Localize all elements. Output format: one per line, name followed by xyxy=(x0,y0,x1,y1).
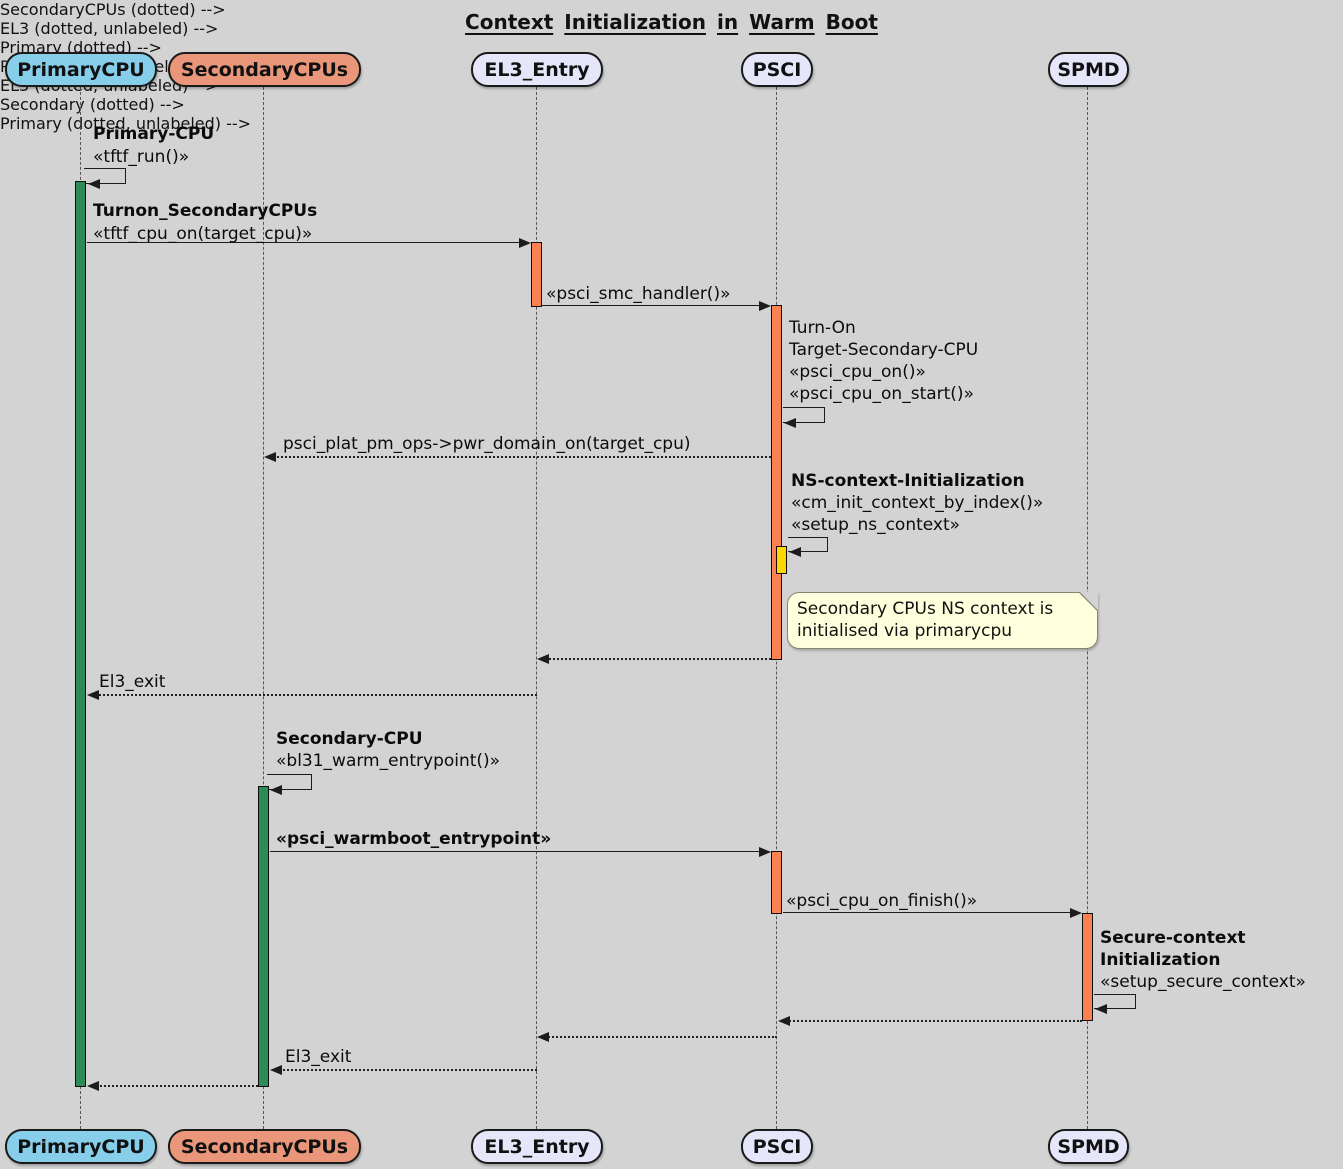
participant-psci-bottom: PSCI xyxy=(741,1129,813,1164)
message-call: El3_exit xyxy=(285,1047,352,1067)
note-fold-icon xyxy=(1079,592,1098,611)
activation-psci-1 xyxy=(771,305,782,660)
arrowhead-left-icon xyxy=(537,1032,549,1042)
arrowhead-left-icon xyxy=(1095,1004,1107,1014)
arrowhead-right-icon xyxy=(759,847,771,857)
activation-ns-context xyxy=(776,546,787,574)
message-line xyxy=(91,1085,258,1087)
arrowhead-left-icon xyxy=(264,452,276,462)
message-call: «psci_cpu_on_finish()» xyxy=(786,891,978,911)
participant-primarycpu-top: PrimaryCPU xyxy=(5,52,157,87)
arrowhead-right-icon xyxy=(519,238,531,248)
self-message-loop xyxy=(788,537,828,552)
participant-label: SPMD xyxy=(1057,1135,1120,1158)
participant-psci-top: PSCI xyxy=(741,52,813,87)
message-line1: Turn-On xyxy=(789,318,856,338)
message-line xyxy=(274,1069,537,1071)
message-call: «psci_warmboot_entrypoint» xyxy=(276,829,552,849)
message-call: El3_exit xyxy=(99,672,166,692)
activation-spmd xyxy=(1082,913,1093,1021)
message-line xyxy=(782,1020,1082,1022)
message-line xyxy=(270,851,763,852)
message-line xyxy=(541,1036,777,1038)
message-line2: Target-Secondary-CPU xyxy=(789,340,979,360)
arrowhead-left-icon xyxy=(87,690,99,700)
message-line xyxy=(542,305,763,306)
self-message-loop xyxy=(267,774,312,790)
participant-label: SPMD xyxy=(1057,58,1120,81)
note-line2: initialised via primarycpu xyxy=(797,621,1013,641)
message-name: Primary-CPU xyxy=(93,124,215,144)
arrowhead-left-icon xyxy=(87,1081,99,1091)
participant-label: EL3_Entry xyxy=(484,1135,590,1158)
arrowhead-left-icon xyxy=(270,1065,282,1075)
activation-primarycpu xyxy=(75,181,86,1087)
message-call: «psci_smc_handler()» xyxy=(546,284,731,304)
message-line xyxy=(783,912,1074,913)
message-line xyxy=(91,694,537,696)
activation-psci-2 xyxy=(771,851,782,914)
arrowhead-left-icon xyxy=(88,179,100,189)
participant-label: SecondaryCPUs xyxy=(180,1135,349,1158)
self-message-loop xyxy=(783,407,825,423)
arrowhead-left-icon xyxy=(789,547,801,557)
participant-primarycpu-bottom: PrimaryCPU xyxy=(5,1129,157,1164)
lifeline-secondarycpus xyxy=(263,87,264,1129)
arrowhead-left-icon xyxy=(537,654,549,664)
arrowhead-left-icon xyxy=(778,1016,790,1026)
message-line4: «psci_cpu_on_start()» xyxy=(789,384,974,404)
participant-secondarycpus-top: SecondaryCPUs xyxy=(168,52,361,87)
message-call: «bl31_warm_entrypoint()» xyxy=(276,751,501,771)
activation-secondarycpus xyxy=(258,786,269,1087)
participant-el3-entry-top: EL3_Entry xyxy=(471,52,603,87)
lifeline-el3-entry xyxy=(536,87,537,1129)
arrowhead-right-icon xyxy=(759,301,771,311)
message-line xyxy=(87,242,524,243)
message-name1: Secure-context xyxy=(1100,928,1246,948)
message-name: Turnon_SecondaryCPUs xyxy=(93,201,318,221)
participant-label: PSCI xyxy=(752,58,802,81)
participant-el3-entry-bottom: EL3_Entry xyxy=(471,1129,603,1164)
arrowhead-left-icon xyxy=(784,418,796,428)
message-call: «tftf_run()» xyxy=(93,147,190,167)
note-line1: Secondary CPUs NS context is xyxy=(797,599,1054,619)
participant-label: PrimaryCPU xyxy=(17,1135,145,1158)
message-name: Secondary-CPU xyxy=(276,729,423,749)
participant-label: PSCI xyxy=(752,1135,802,1158)
message-line xyxy=(541,658,771,660)
participant-label: PrimaryCPU xyxy=(17,58,145,81)
participant-spmd-top: SPMD xyxy=(1048,52,1129,87)
message-line3: «psci_cpu_on()» xyxy=(789,362,926,382)
self-message-loop xyxy=(84,168,126,184)
activation-el3-entry xyxy=(531,242,542,307)
message-line xyxy=(268,456,771,458)
self-message-loop xyxy=(1094,994,1136,1009)
message-call: «tftf_cpu_on(target_cpu)» xyxy=(93,224,313,244)
message-line3: «setup_ns_context» xyxy=(791,515,961,535)
message-call: «setup_secure_context» xyxy=(1100,972,1306,992)
participant-label: EL3_Entry xyxy=(484,58,590,81)
arrowhead-left-icon xyxy=(270,785,282,795)
message-name2: Initialization xyxy=(1100,950,1221,970)
note: Secondary CPUs NS context is initialised… xyxy=(787,592,1098,649)
participant-spmd-bottom: SPMD xyxy=(1048,1129,1129,1164)
participant-label: SecondaryCPUs xyxy=(180,58,349,81)
message-line2: «cm_init_context_by_index()» xyxy=(791,493,1044,513)
participant-secondarycpus-bottom: SecondaryCPUs xyxy=(168,1129,361,1164)
message-name: NS-context-Initialization xyxy=(791,471,1025,491)
diagram-title: Context Initialization in Warm Boot xyxy=(465,10,878,34)
message-call: psci_plat_pm_ops->pwr_domain_on(target_c… xyxy=(283,434,691,454)
arrowhead-right-icon xyxy=(1070,908,1082,918)
